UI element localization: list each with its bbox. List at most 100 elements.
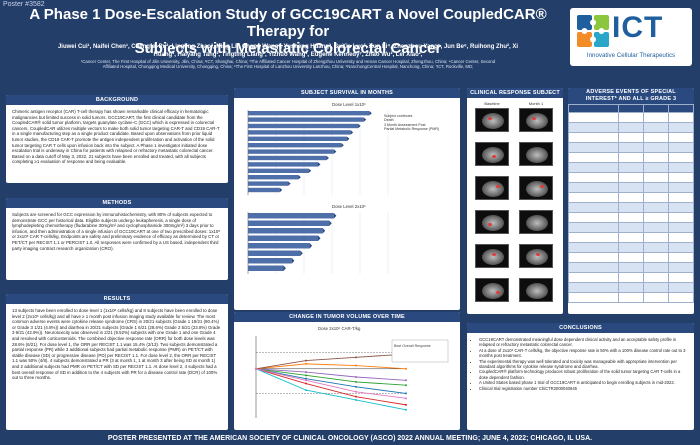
author-line-2: Huang², Haiyang Tang², Tingting Liang², … [153,51,423,58]
lesion-marker [496,185,500,188]
table-cell [668,142,694,153]
continuing-arrow [288,181,291,186]
table-cell [643,122,669,133]
ct-scan-image [519,244,553,268]
table-cell [668,242,694,253]
series-line [255,353,407,370]
ct-scan-image [519,176,553,200]
affiliation-line-2: Affiliated Hospital, Chongqing Medical U… [102,64,474,70]
scan-anatomy [482,215,504,231]
table-cell [568,242,619,253]
table-cell [618,282,644,293]
data-point [305,374,307,377]
swimmer-bar [248,168,309,173]
table-cell [643,212,669,223]
data-point [405,397,407,400]
table-cell [568,202,619,213]
table-cell [643,232,669,243]
author-line-1: Jiuwei Cui¹, Naifei Chen¹, Chengfei Pu²,… [57,44,519,50]
series-line [255,368,407,406]
table-cell [568,272,619,283]
affiliation-list: ¹Cancer Center, The First Hospital of Ji… [14,59,562,70]
series-line [255,368,407,399]
swimmer-bar [248,235,318,241]
methods-panel: METHODS Subjects are screened for GCC ex… [6,198,228,280]
survival-plot2-title: Dose Level 2x10⁶ [332,204,366,209]
table-row [568,152,694,163]
scan-anatomy [482,283,504,299]
continuing-arrow [291,258,295,264]
data-point [405,379,407,382]
survival-plot-dose2 [247,212,389,274]
title-line-1: A Phase 1 Dose-Escalation Study of GCC19… [29,6,547,40]
table-cell [568,142,619,153]
swimmer-bar [248,117,364,122]
table-row [568,272,694,283]
ae-heading-line-1: ADVERSE EVENTS OF SPECIAL [586,89,676,95]
tumor-volume-chart [255,336,449,418]
table-cell [668,162,694,173]
ct-scan-image [519,142,553,166]
data-point [355,356,357,359]
continuing-arrow [300,250,303,256]
poster-number: Poster #3582 [3,1,45,8]
series-line [255,363,407,370]
table-cell [568,222,619,233]
survival-heading: SUBJECT SURVIVAL IN MONTHS [234,88,460,98]
scan-anatomy [526,215,548,231]
table-cell [643,202,669,213]
table-cell [568,132,619,143]
table-cell [668,132,694,143]
series-line [255,368,407,381]
table-row [568,132,694,143]
tumor-chart-title: Dose 2x10⁶ CAR-T/kg [318,326,361,331]
swimmer-bar [248,175,299,180]
table-cell [643,242,669,253]
data-point [355,376,357,378]
crc-response-heading: CLINICAL RESPONSE SUBJECT CRC-03-08 [467,88,563,106]
table-cell [643,262,669,273]
table-cell [668,152,694,163]
ct-scan-image [475,244,509,268]
adverse-events-heading: ADVERSE EVENTS OF SPECIAL INTEREST* AND … [568,88,694,104]
data-point [405,367,407,370]
puzzle-logo-icon [577,15,609,47]
background-panel: BACKGROUND Chimeric antigen receptor (CA… [6,95,228,183]
table-cell [568,292,619,303]
data-point [305,382,307,385]
table-row [568,242,694,253]
table-cell [618,242,644,253]
table-cell [618,122,644,133]
table-cell [568,122,619,133]
table-cell [643,222,669,233]
table-cell [643,182,669,193]
table-cell [668,292,694,303]
legend-item: Death [384,118,394,123]
swimmer-bar [248,111,370,116]
table-cell [668,272,694,283]
legend-box [391,339,449,363]
table-cell [643,132,669,143]
table-cell [643,104,669,113]
results-heading: RESULTS [6,294,228,304]
title-line-2: Subjects with Metastatic Colorectal Canc… [134,40,442,57]
lesion-marker [492,155,496,158]
continuing-arrow [333,213,337,219]
lesion-marker [536,253,540,256]
table-cell [668,232,694,243]
continuing-arrow [369,111,372,116]
table-cell [643,292,669,303]
table-row [568,292,694,303]
lesion-marker [532,117,536,120]
continuing-arrow [298,175,301,180]
table-row [568,122,694,133]
table-cell [618,202,644,213]
table-cell [643,252,669,263]
table-row [568,104,694,113]
scan-anatomy [482,113,504,129]
scan-anatomy [526,113,548,129]
table-cell [568,192,619,203]
data-point [305,377,307,380]
survival-panel: SUBJECT SURVIVAL IN MONTHS Dose Level 1x… [234,88,460,310]
data-point [305,371,307,374]
